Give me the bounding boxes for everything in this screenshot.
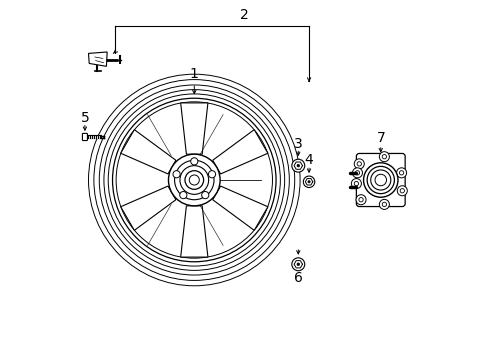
Text: 3: 3 <box>293 137 302 151</box>
Circle shape <box>180 192 186 199</box>
Circle shape <box>374 174 386 186</box>
Circle shape <box>396 186 407 196</box>
Polygon shape <box>88 52 107 66</box>
Polygon shape <box>212 130 267 174</box>
Circle shape <box>353 159 364 169</box>
Circle shape <box>291 258 304 271</box>
Polygon shape <box>180 103 207 154</box>
Polygon shape <box>121 130 176 174</box>
Circle shape <box>379 199 388 210</box>
Text: 2: 2 <box>240 8 248 22</box>
Circle shape <box>363 163 397 197</box>
Circle shape <box>173 171 180 178</box>
Circle shape <box>396 168 406 178</box>
FancyBboxPatch shape <box>82 134 87 140</box>
Circle shape <box>291 159 304 172</box>
Circle shape <box>355 195 366 205</box>
Circle shape <box>303 176 314 188</box>
Circle shape <box>208 171 215 178</box>
Circle shape <box>184 171 203 189</box>
Circle shape <box>180 166 208 194</box>
Text: 5: 5 <box>81 111 89 125</box>
Circle shape <box>370 170 390 190</box>
Circle shape <box>174 160 214 200</box>
Circle shape <box>379 152 388 162</box>
Ellipse shape <box>112 98 276 262</box>
Polygon shape <box>180 206 207 257</box>
Circle shape <box>366 166 394 194</box>
Circle shape <box>307 181 309 183</box>
Text: 4: 4 <box>304 153 313 167</box>
Polygon shape <box>121 186 176 230</box>
Circle shape <box>296 165 299 167</box>
Circle shape <box>190 158 198 165</box>
FancyBboxPatch shape <box>356 153 405 207</box>
Circle shape <box>168 154 220 206</box>
Circle shape <box>296 263 299 266</box>
Text: 6: 6 <box>293 271 302 284</box>
Circle shape <box>351 179 361 189</box>
Text: 7: 7 <box>376 131 385 145</box>
Polygon shape <box>212 186 267 230</box>
Circle shape <box>352 168 362 178</box>
Text: 1: 1 <box>189 67 198 81</box>
Circle shape <box>201 192 208 199</box>
Circle shape <box>189 175 199 185</box>
